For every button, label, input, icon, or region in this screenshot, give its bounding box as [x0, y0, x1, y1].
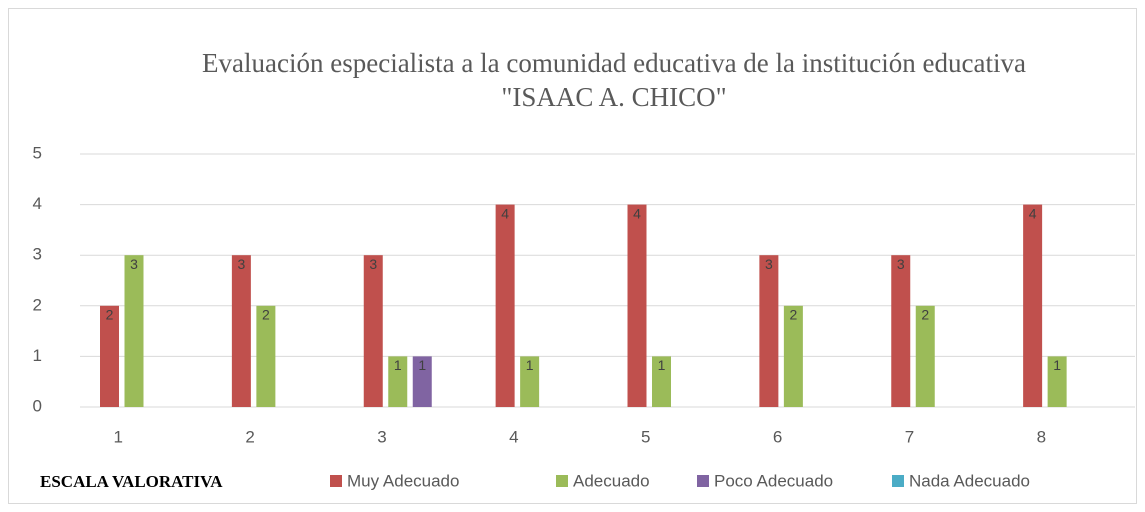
- bar: [231, 255, 251, 407]
- data-label: 1: [1053, 357, 1061, 373]
- y-tick-label: 2: [33, 295, 42, 314]
- y-tick-label: 4: [33, 194, 42, 213]
- bar: [891, 255, 911, 407]
- y-tick-label: 5: [33, 143, 42, 162]
- bar: [412, 356, 432, 407]
- legend-title: ESCALA VALORATIVA: [40, 472, 223, 491]
- bar: [1047, 356, 1067, 407]
- data-label: 1: [394, 357, 402, 373]
- data-label: 1: [418, 357, 426, 373]
- data-label: 3: [237, 256, 245, 272]
- legend-label: Muy Adecuado: [347, 471, 459, 490]
- data-label: 2: [921, 307, 929, 323]
- legend-swatch: [892, 475, 904, 487]
- bar: [388, 356, 408, 407]
- x-tick-label: 4: [509, 427, 518, 446]
- data-label: 4: [633, 205, 641, 221]
- legend-label: Nada Adecuado: [909, 471, 1030, 490]
- bar: [100, 305, 119, 407]
- x-tick-label: 5: [641, 427, 650, 446]
- bar: [627, 204, 647, 407]
- bar: [363, 255, 383, 407]
- y-tick-label: 1: [33, 346, 42, 365]
- chart-title: Evaluación especialista a la comunidad e…: [199, 46, 1029, 114]
- data-label: 1: [526, 357, 534, 373]
- data-label: 4: [501, 205, 509, 221]
- title-line: "ISAAC A. CHICO": [501, 82, 727, 112]
- data-label: 1: [658, 357, 666, 373]
- x-tick-label: 1: [114, 427, 123, 446]
- bar: [495, 204, 515, 407]
- data-label: 3: [897, 256, 905, 272]
- bar: [652, 356, 671, 407]
- bar: [256, 305, 276, 407]
- bar: [520, 356, 540, 407]
- data-label: 2: [106, 307, 114, 323]
- data-label: 4: [1029, 205, 1037, 221]
- title-line: Evaluación especialista a la comunidad e…: [202, 48, 1026, 78]
- y-tick-label: 3: [33, 245, 42, 264]
- bar: [915, 305, 935, 407]
- x-tick-label: 6: [773, 427, 782, 446]
- bar: [124, 255, 144, 407]
- bar: [759, 255, 779, 407]
- bar: [1023, 204, 1043, 407]
- chart-border: [8, 8, 1137, 504]
- bar: [783, 305, 803, 407]
- legend-label: Adecuado: [573, 471, 650, 490]
- data-label: 3: [369, 256, 377, 272]
- data-label: 3: [130, 256, 138, 272]
- x-tick-label: 8: [1037, 427, 1046, 446]
- legend-swatch: [697, 475, 709, 487]
- data-label: 3: [765, 256, 773, 272]
- y-tick-label: 0: [33, 396, 42, 415]
- legend-swatch: [330, 475, 342, 487]
- x-tick-label: 3: [377, 427, 386, 446]
- x-tick-label: 7: [905, 427, 914, 446]
- legend-label: Poco Adecuado: [714, 471, 833, 490]
- x-tick-label: 2: [245, 427, 254, 446]
- data-label: 2: [262, 307, 270, 323]
- data-label: 2: [789, 307, 797, 323]
- legend-swatch: [556, 475, 568, 487]
